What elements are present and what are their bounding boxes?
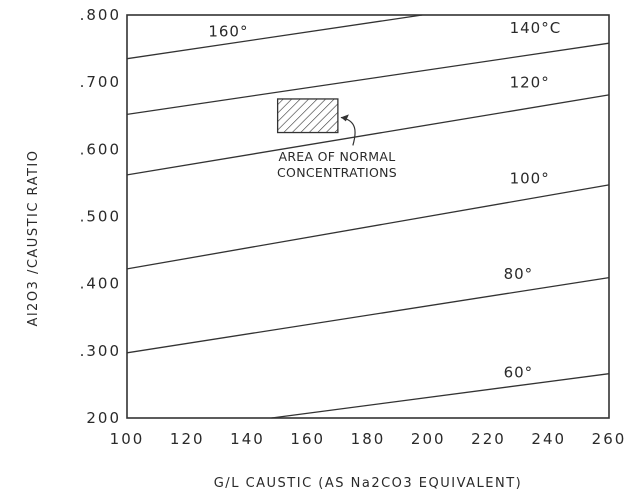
x-tick-label: 140 <box>230 430 265 448</box>
x-tick-label: 160 <box>290 430 325 448</box>
curve-labels: 160° 140°C 120° 100° 80° 60° <box>208 19 562 382</box>
x-tick-label: 260 <box>592 430 627 448</box>
normal-concentration-region <box>276 98 356 146</box>
y-axis-ticks: 200 .300 .400 .500 .600 .700 .800 <box>80 6 121 427</box>
series-line-3 <box>126 184 610 270</box>
x-axis-ticks: 100 120 140 160 180 200 220 240 260 <box>110 430 627 448</box>
x-tick-label: 200 <box>411 430 446 448</box>
curve-label-2: 120° <box>510 74 550 92</box>
y-axis-title: Al2O3 /CAUSTIC RATIO <box>26 150 41 327</box>
x-tick-label: 120 <box>170 430 205 448</box>
y-tick-label: .800 <box>80 6 121 24</box>
region-label-line-2: CONCENTRATIONS <box>277 165 397 180</box>
series-line-0 <box>126 14 423 60</box>
x-tick-label: 180 <box>351 430 386 448</box>
x-tick-label: 100 <box>110 430 145 448</box>
series-line-4 <box>126 276 610 354</box>
y-tick-label: .600 <box>80 140 121 158</box>
y-tick-label: 200 <box>86 409 121 427</box>
x-tick-label: 220 <box>471 430 506 448</box>
plot-frame <box>126 14 610 419</box>
y-tick-label: .400 <box>80 275 121 293</box>
series-line-1 <box>126 42 610 116</box>
series-line-5 <box>271 373 610 419</box>
y-tick-label: .500 <box>80 208 121 226</box>
region-label-line-1: AREA OF NORMAL <box>278 149 395 164</box>
series-lines <box>126 14 610 419</box>
curve-label-1: 140°C <box>510 19 562 37</box>
region-arrow-head <box>340 114 349 122</box>
curve-label-4: 80° <box>504 265 534 283</box>
series-line-2 <box>126 94 610 176</box>
x-axis-title: G/L CAUSTIC (AS Na2CO3 EQUIVALENT) <box>214 476 523 491</box>
curve-label-3: 100° <box>510 170 550 188</box>
y-tick-label: .700 <box>80 73 121 91</box>
region-arrow <box>340 116 356 146</box>
curve-label-0: 160° <box>208 22 248 40</box>
region-hatched-box <box>276 98 339 134</box>
x-tick-label: 240 <box>531 430 566 448</box>
curve-label-5: 60° <box>504 364 534 382</box>
y-tick-label: .300 <box>80 342 121 360</box>
